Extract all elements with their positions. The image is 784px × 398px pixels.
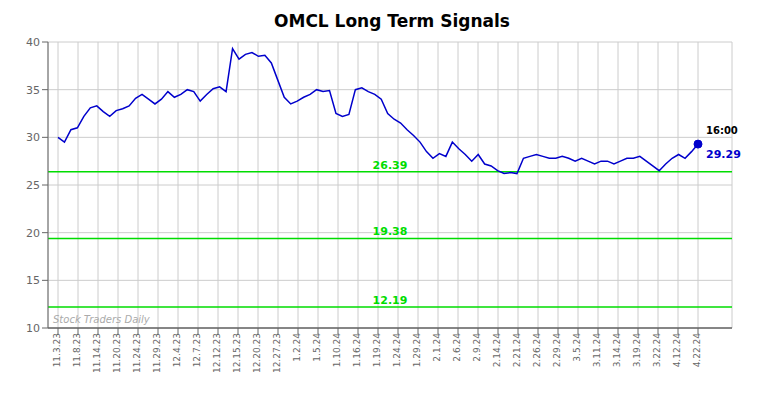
svg-text:2.1.24: 2.1.24	[432, 333, 442, 362]
svg-text:1.16.24: 1.16.24	[352, 333, 362, 368]
svg-text:11.14.23: 11.14.23	[92, 333, 102, 373]
svg-text:20: 20	[26, 227, 40, 240]
svg-text:25: 25	[26, 179, 40, 192]
svg-text:19.38: 19.38	[373, 225, 408, 238]
svg-text:29.29: 29.29	[706, 148, 741, 161]
svg-text:30: 30	[26, 131, 40, 144]
svg-text:2.14.24: 2.14.24	[492, 333, 502, 368]
svg-text:11.20.23: 11.20.23	[112, 333, 122, 373]
svg-text:3.5.24: 3.5.24	[572, 333, 582, 362]
svg-text:11.29.23: 11.29.23	[152, 333, 162, 373]
svg-text:12.15.23: 12.15.23	[232, 333, 242, 373]
svg-text:3.14.24: 3.14.24	[612, 333, 622, 368]
svg-text:3.22.24: 3.22.24	[652, 333, 662, 368]
svg-text:40: 40	[26, 36, 40, 49]
svg-text:11.8.23: 11.8.23	[72, 333, 82, 367]
svg-text:1.5.24: 1.5.24	[312, 333, 322, 362]
svg-text:2.29.24: 2.29.24	[552, 333, 562, 368]
svg-text:1.19.24: 1.19.24	[372, 333, 382, 368]
svg-text:12.27.23: 12.27.23	[272, 333, 282, 373]
svg-text:3.11.24: 3.11.24	[592, 333, 602, 368]
html-text:OMCL Long Term Signals: OMCL Long Term Signals	[274, 11, 510, 31]
svg-text:10: 10	[26, 322, 40, 335]
svg-text:4.12.24: 4.12.24	[672, 333, 682, 368]
svg-text:2.6.24: 2.6.24	[452, 333, 462, 362]
svg-text:12.20.23: 12.20.23	[252, 333, 262, 373]
svg-text:4.22.24: 4.22.24	[692, 333, 702, 368]
svg-text:2.9.24: 2.9.24	[472, 333, 482, 362]
svg-text:1.2.24: 1.2.24	[292, 333, 302, 362]
svg-text:1.10.24: 1.10.24	[332, 333, 342, 368]
svg-text:11.24.23: 11.24.23	[132, 333, 142, 373]
svg-text:35: 35	[26, 84, 40, 97]
svg-text:12.12.23: 12.12.23	[212, 333, 222, 373]
svg-text:2.21.24: 2.21.24	[512, 333, 522, 368]
svg-text:2.26.24: 2.26.24	[532, 333, 542, 368]
svg-text:Stock Traders Daily: Stock Traders Daily	[53, 314, 151, 325]
svg-text:1.24.24: 1.24.24	[392, 333, 402, 368]
svg-text:1.29.24: 1.29.24	[412, 333, 422, 368]
svg-text:16:00: 16:00	[706, 125, 738, 136]
svg-text:12.7.23: 12.7.23	[192, 333, 202, 367]
svg-text:26.39: 26.39	[373, 159, 408, 172]
svg-text:3.19.24: 3.19.24	[632, 333, 642, 368]
svg-text:15: 15	[26, 274, 40, 287]
svg-text:12.19: 12.19	[373, 294, 408, 307]
svg-text:11.3.23: 11.3.23	[52, 333, 62, 367]
svg-text:12.4.23: 12.4.23	[172, 333, 182, 367]
